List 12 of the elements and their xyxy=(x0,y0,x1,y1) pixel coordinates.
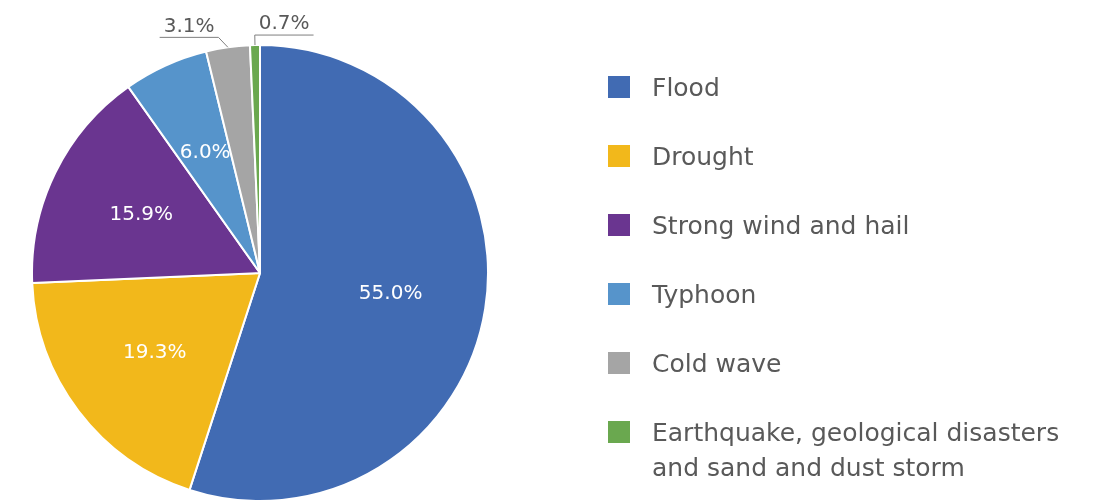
legend-label: Typhoon xyxy=(652,279,758,311)
legend-label: Cold wave xyxy=(652,348,783,380)
legend-label: Strong wind and hail xyxy=(652,210,911,242)
legend-label: Drought xyxy=(652,141,755,173)
data-label: 0.7% xyxy=(258,10,310,35)
data-label: 15.9% xyxy=(109,201,174,226)
data-label: 3.1% xyxy=(163,12,215,37)
data-label: 6.0% xyxy=(179,138,231,163)
data-label: 55.0% xyxy=(358,279,423,304)
legend-label: Flood xyxy=(652,72,721,104)
data-label: 19.3% xyxy=(122,339,187,364)
legend-label: Earthquake, geological disasters and sand and dust storm xyxy=(652,417,1061,484)
